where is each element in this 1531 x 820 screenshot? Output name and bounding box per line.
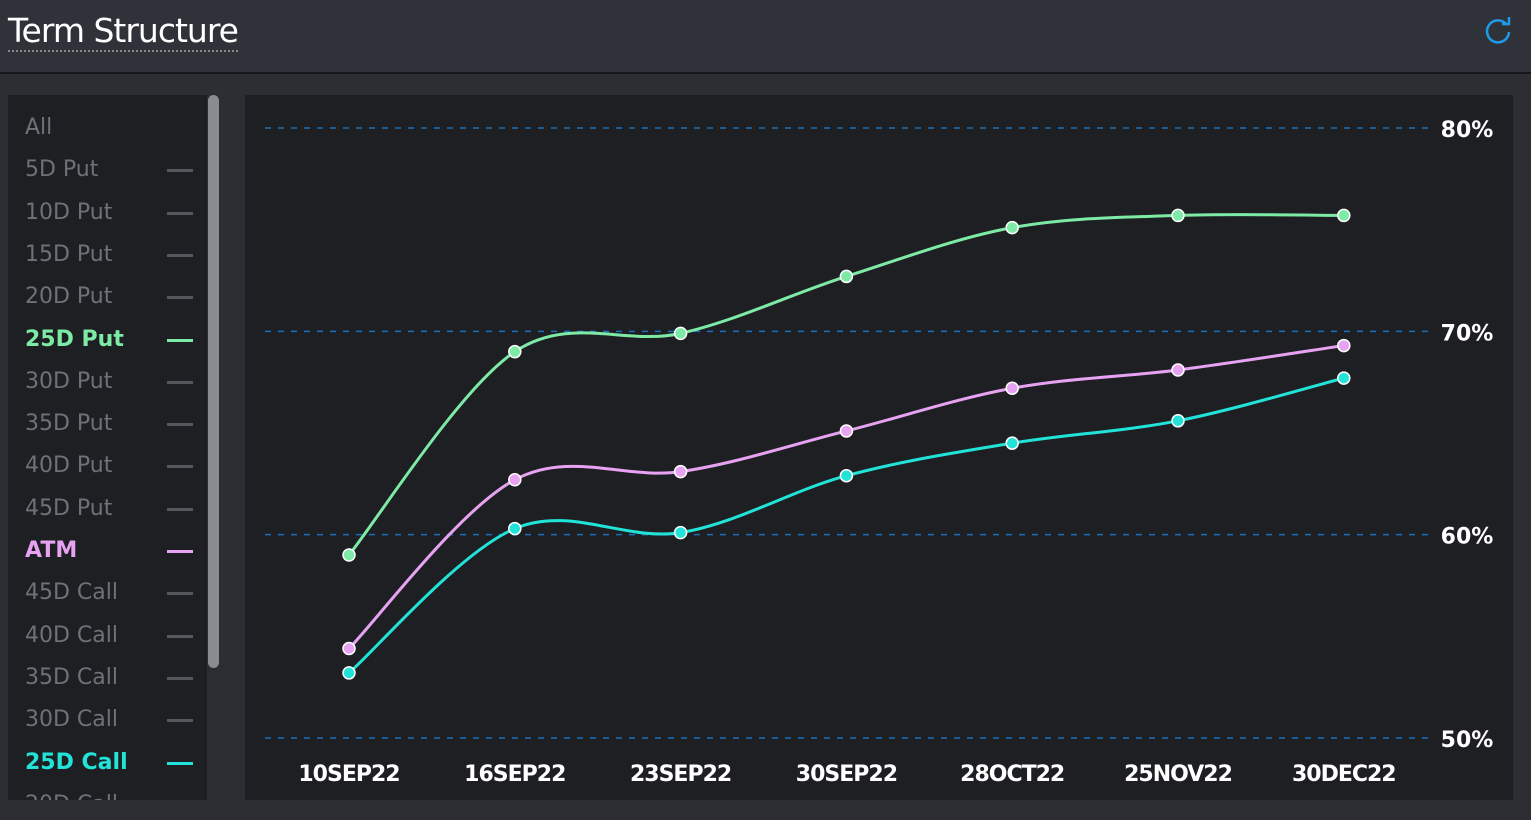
series-selector-list: All 5D Put 10D Put 15D Put 20D Put 25D Put 30D… (8, 95, 220, 800)
series-swatch (167, 676, 193, 680)
series-item-15d-put[interactable]: 15D Put (25, 237, 193, 273)
series-item-label: 30D Call (25, 707, 118, 733)
refresh-icon[interactable] (1483, 16, 1513, 46)
x-tick-label: 16SEP22 (464, 762, 565, 787)
data-point[interactable] (342, 548, 356, 562)
series-item-label: ATM (25, 538, 78, 563)
series-item-40d-put[interactable]: 40D Put (25, 448, 193, 484)
series-swatch (167, 592, 193, 596)
series-item-label: 45D Call (25, 580, 118, 606)
series-item-25d-put[interactable]: 25D Put (25, 322, 193, 358)
series-swatch (167, 550, 193, 553)
series-item-label: 10D Put (25, 199, 113, 225)
data-point[interactable] (1171, 208, 1185, 223)
series-item-35d-put[interactable]: 35D Put (25, 406, 193, 442)
data-point[interactable] (342, 666, 356, 680)
series-item-label: 30D Put (25, 368, 113, 394)
data-point[interactable] (1337, 371, 1351, 385)
series-swatch (167, 465, 193, 469)
page-title[interactable]: Term Structure (8, 11, 239, 52)
series-swatch (167, 719, 193, 723)
data-point[interactable] (1005, 381, 1019, 396)
data-point[interactable] (508, 473, 522, 487)
data-point[interactable] (1171, 363, 1185, 377)
x-tick-label: 30DEC22 (1292, 762, 1396, 787)
data-point[interactable] (508, 521, 522, 536)
series-item-label: 5D Put (25, 157, 99, 183)
data-point[interactable] (508, 344, 522, 359)
x-tick-label: 23SEP22 (630, 762, 731, 787)
series-item-45d-put[interactable]: 45D Put (25, 491, 193, 527)
y-tick-label: 80% (1441, 118, 1494, 143)
series-item-20d-put[interactable]: 20D Put (25, 279, 193, 315)
data-point[interactable] (839, 269, 854, 284)
scrollbar-thumb[interactable] (208, 95, 219, 668)
series-swatch (167, 761, 193, 765)
series-swatch (167, 211, 193, 215)
series-swatch (167, 634, 193, 638)
data-point[interactable] (1005, 436, 1019, 450)
data-point[interactable] (1171, 414, 1185, 428)
term-structure-chart: 50% 60% 70% 80% 10SEP22 16SEP22 23SEP22 30SEP22… (245, 95, 1513, 800)
series-item-label: 25D Call (25, 749, 128, 775)
series-item-label: 20D Put (25, 284, 113, 310)
chart-svg: 50% 60% 70% 80% 10SEP22 16SEP22 23SEP22 30SEP22… (265, 118, 1494, 787)
data-point[interactable] (1005, 220, 1019, 235)
series-item-20d-call[interactable]: 20D Call (25, 787, 193, 800)
series-item-atm[interactable]: ATM (25, 533, 193, 569)
series-swatch (167, 338, 193, 342)
series-line-atm (347, 344, 1345, 650)
series-line-25d-call (348, 376, 1345, 675)
series-item-5d-put[interactable]: 5D Put (25, 152, 193, 188)
y-tick-label: 60% (1441, 525, 1494, 550)
series-swatch (167, 296, 193, 300)
series-item-label: 20D Call (25, 792, 118, 800)
series-item-label: 40D Call (25, 622, 118, 648)
scrollbar[interactable] (207, 95, 220, 800)
series-item-label: 35D Call (25, 664, 118, 690)
series-item-label: 25D Put (25, 326, 124, 352)
series-item-30d-call[interactable]: 30D Call (25, 702, 193, 738)
series-item-45d-call[interactable]: 45D Call (25, 575, 193, 611)
series-swatch (167, 169, 193, 173)
series-swatch (167, 423, 193, 427)
data-point[interactable] (839, 424, 854, 438)
series-item-35d-call[interactable]: 35D Call (25, 660, 193, 696)
data-point[interactable] (1337, 338, 1351, 353)
series-item-label: 15D Put (25, 241, 113, 267)
x-tick-label: 25NOV22 (1124, 762, 1232, 787)
x-tick-label: 30SEP22 (796, 762, 897, 787)
data-point[interactable] (1337, 208, 1351, 223)
series-item-label: 35D Put (25, 411, 113, 437)
data-point[interactable] (839, 468, 854, 483)
series-item-label: 45D Put (25, 495, 113, 521)
series-swatch (167, 380, 193, 384)
series-item-25d-call[interactable]: 25D Call (25, 745, 193, 781)
x-tick-label: 10SEP22 (298, 762, 399, 787)
series-swatch (167, 507, 193, 511)
data-point[interactable] (342, 641, 356, 656)
y-tick-label: 50% (1441, 728, 1494, 753)
series-line-25d-put (347, 213, 1344, 556)
series-item-10d-put[interactable]: 10D Put (25, 195, 193, 231)
series-swatch (167, 253, 193, 257)
y-tick-label: 70% (1441, 321, 1494, 346)
series-item-label: 40D Put (25, 453, 113, 479)
header: Term Structure (0, 0, 1531, 74)
data-point[interactable] (673, 326, 688, 341)
series-item-all[interactable]: All (25, 110, 193, 146)
series-item-30d-put[interactable]: 30D Put (25, 364, 193, 400)
data-point[interactable] (673, 525, 688, 540)
data-point[interactable] (673, 464, 688, 479)
series-item-label: All (25, 115, 53, 140)
x-tick-label: 28OCT22 (960, 762, 1064, 787)
series-item-40d-call[interactable]: 40D Call (25, 618, 193, 654)
